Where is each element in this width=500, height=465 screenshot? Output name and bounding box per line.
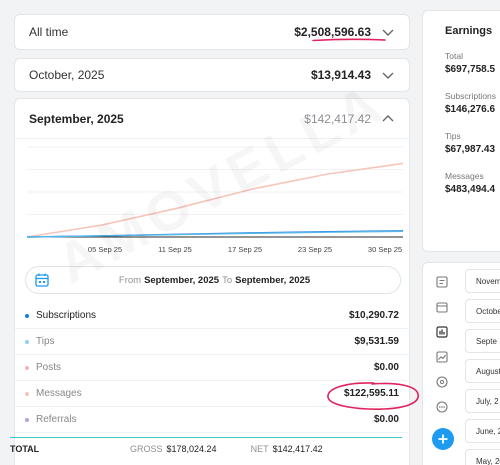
chevron-down-icon[interactable] — [379, 66, 397, 84]
earnings-line-chart — [27, 146, 403, 238]
stat-label: Total — [445, 51, 463, 61]
red-underline-annotation — [312, 38, 386, 42]
breakdown-value: $122,595.11 — [343, 388, 399, 399]
x-tick-label: 30 Sep 25 — [367, 245, 403, 254]
breakdown-name: Referrals — [36, 414, 77, 425]
all-time-row[interactable]: All time $2,508,596.63 — [14, 14, 410, 50]
earnings-card: Earnings Total $697,758.5 Subscriptions … — [422, 10, 500, 252]
september-amount: $142,417.42 — [304, 111, 371, 126]
to-value: September, 2025 — [235, 274, 311, 286]
breakdown-value: $10,290.72 — [348, 310, 399, 321]
chevron-up-icon[interactable] — [379, 110, 397, 128]
month-item[interactable]: June, 2 — [465, 419, 500, 443]
earnings-stat-total: Total $697,758.5 — [445, 51, 500, 75]
stat-label: Tips — [445, 131, 461, 141]
calendar-icon — [35, 273, 49, 287]
stat-value: $483,494.4 — [445, 184, 496, 195]
breakdown-row-posts: Posts $0.00 — [15, 355, 411, 381]
stat-value: $146,276.6 — [445, 104, 496, 115]
x-tick-label: 17 Sep 25 — [227, 245, 263, 254]
total-label: TOTAL — [10, 443, 40, 454]
breakdown-row-referrals: Referrals $0.00 — [15, 407, 411, 433]
statements-nav-card: Novem Octobe Septe August July, 2 June, … — [422, 262, 500, 465]
stat-label: Messages — [445, 171, 484, 181]
series-line-0 — [27, 162, 403, 238]
calendar-icon[interactable] — [435, 300, 449, 314]
plus-icon — [438, 434, 448, 444]
breakdown-list: Subscriptions $10,290.72 Tips $9,531.59 … — [15, 303, 411, 433]
breakdown-value: $0.00 — [373, 414, 399, 425]
series-dot — [25, 417, 29, 422]
series-dot — [25, 339, 29, 344]
breakdown-name: Subscriptions — [36, 310, 97, 321]
red-circle-annotation — [327, 382, 419, 410]
month-item[interactable]: Septe — [465, 329, 500, 353]
dollar-circle-icon[interactable] — [435, 375, 449, 389]
month-item[interactable]: May, 20 — [465, 449, 500, 465]
breakdown-row-tips: Tips $9,531.59 — [15, 329, 411, 355]
from-label: From — [118, 274, 142, 286]
breakdown-name: Posts — [36, 362, 62, 373]
series-dot — [25, 313, 29, 318]
series-line-2 — [27, 230, 403, 238]
breakdown-name: Tips — [36, 336, 55, 347]
stat-value: $697,758.5 — [445, 64, 496, 75]
earnings-stat-messages: Messages $483,494.4 — [445, 171, 500, 195]
september-header[interactable]: September, 2025 $142,417.42 — [15, 99, 409, 139]
total-row: TOTAL GROSS $178,024.24 NET $142,417.42 — [10, 437, 402, 459]
october-amount: $13,914.43 — [310, 68, 371, 82]
more-icon[interactable] — [435, 400, 449, 414]
september-label: September, 2025 — [29, 111, 124, 126]
breakdown-row-subscriptions: Subscriptions $10,290.72 — [15, 303, 411, 329]
month-item[interactable]: Octobe — [465, 299, 500, 323]
date-range-picker[interactable]: From September, 2025 To September, 2025 — [25, 266, 401, 294]
earnings-title: Earnings — [445, 25, 493, 37]
october-row[interactable]: October, 2025 $13,914.43 — [14, 58, 410, 92]
breakdown-value: $9,531.59 — [354, 336, 400, 347]
month-item[interactable]: July, 2 — [465, 389, 500, 413]
x-tick-label: 23 Sep 25 — [297, 245, 333, 254]
trend-chart-icon[interactable] — [435, 350, 449, 364]
statements-panel: All time $2,508,596.63 October, 2025 $13… — [10, 14, 419, 465]
stat-label: Subscriptions — [445, 91, 497, 101]
breakdown-value: $0.00 — [373, 362, 399, 373]
add-button[interactable] — [432, 428, 454, 450]
month-item[interactable]: August — [465, 359, 500, 383]
stat-value: $67,987.43 — [445, 144, 496, 155]
from-value: September, 2025 — [144, 274, 220, 286]
october-label: October, 2025 — [29, 68, 105, 82]
september-card: September, 2025 $142,417.42 05 Sep 25 11 … — [14, 98, 411, 465]
earnings-stat-subscriptions: Subscriptions $146,276.6 — [445, 91, 500, 115]
net-value: $142,417.42 — [272, 443, 323, 454]
series-dot — [25, 365, 29, 370]
gross-label: GROSS — [130, 443, 163, 454]
x-tick-label: 05 Sep 25 — [87, 245, 123, 254]
bar-chart-icon[interactable] — [435, 325, 449, 339]
all-time-label: All time — [29, 25, 69, 39]
to-label: To — [222, 274, 233, 286]
statements-icon[interactable] — [435, 275, 449, 289]
chevron-down-icon[interactable] — [379, 23, 397, 41]
net-label: NET — [250, 443, 269, 454]
all-time-amount: $2,508,596.63 — [294, 25, 371, 39]
breakdown-row-messages: Messages $122,595.11 — [15, 381, 411, 407]
month-item[interactable]: Novem — [465, 269, 500, 293]
series-dot — [25, 391, 29, 396]
x-tick-label: 11 Sep 25 — [158, 245, 192, 254]
gross-value: $178,024.24 — [166, 443, 217, 454]
breakdown-name: Messages — [36, 388, 82, 399]
earnings-stat-tips: Tips $67,987.43 — [445, 131, 500, 155]
